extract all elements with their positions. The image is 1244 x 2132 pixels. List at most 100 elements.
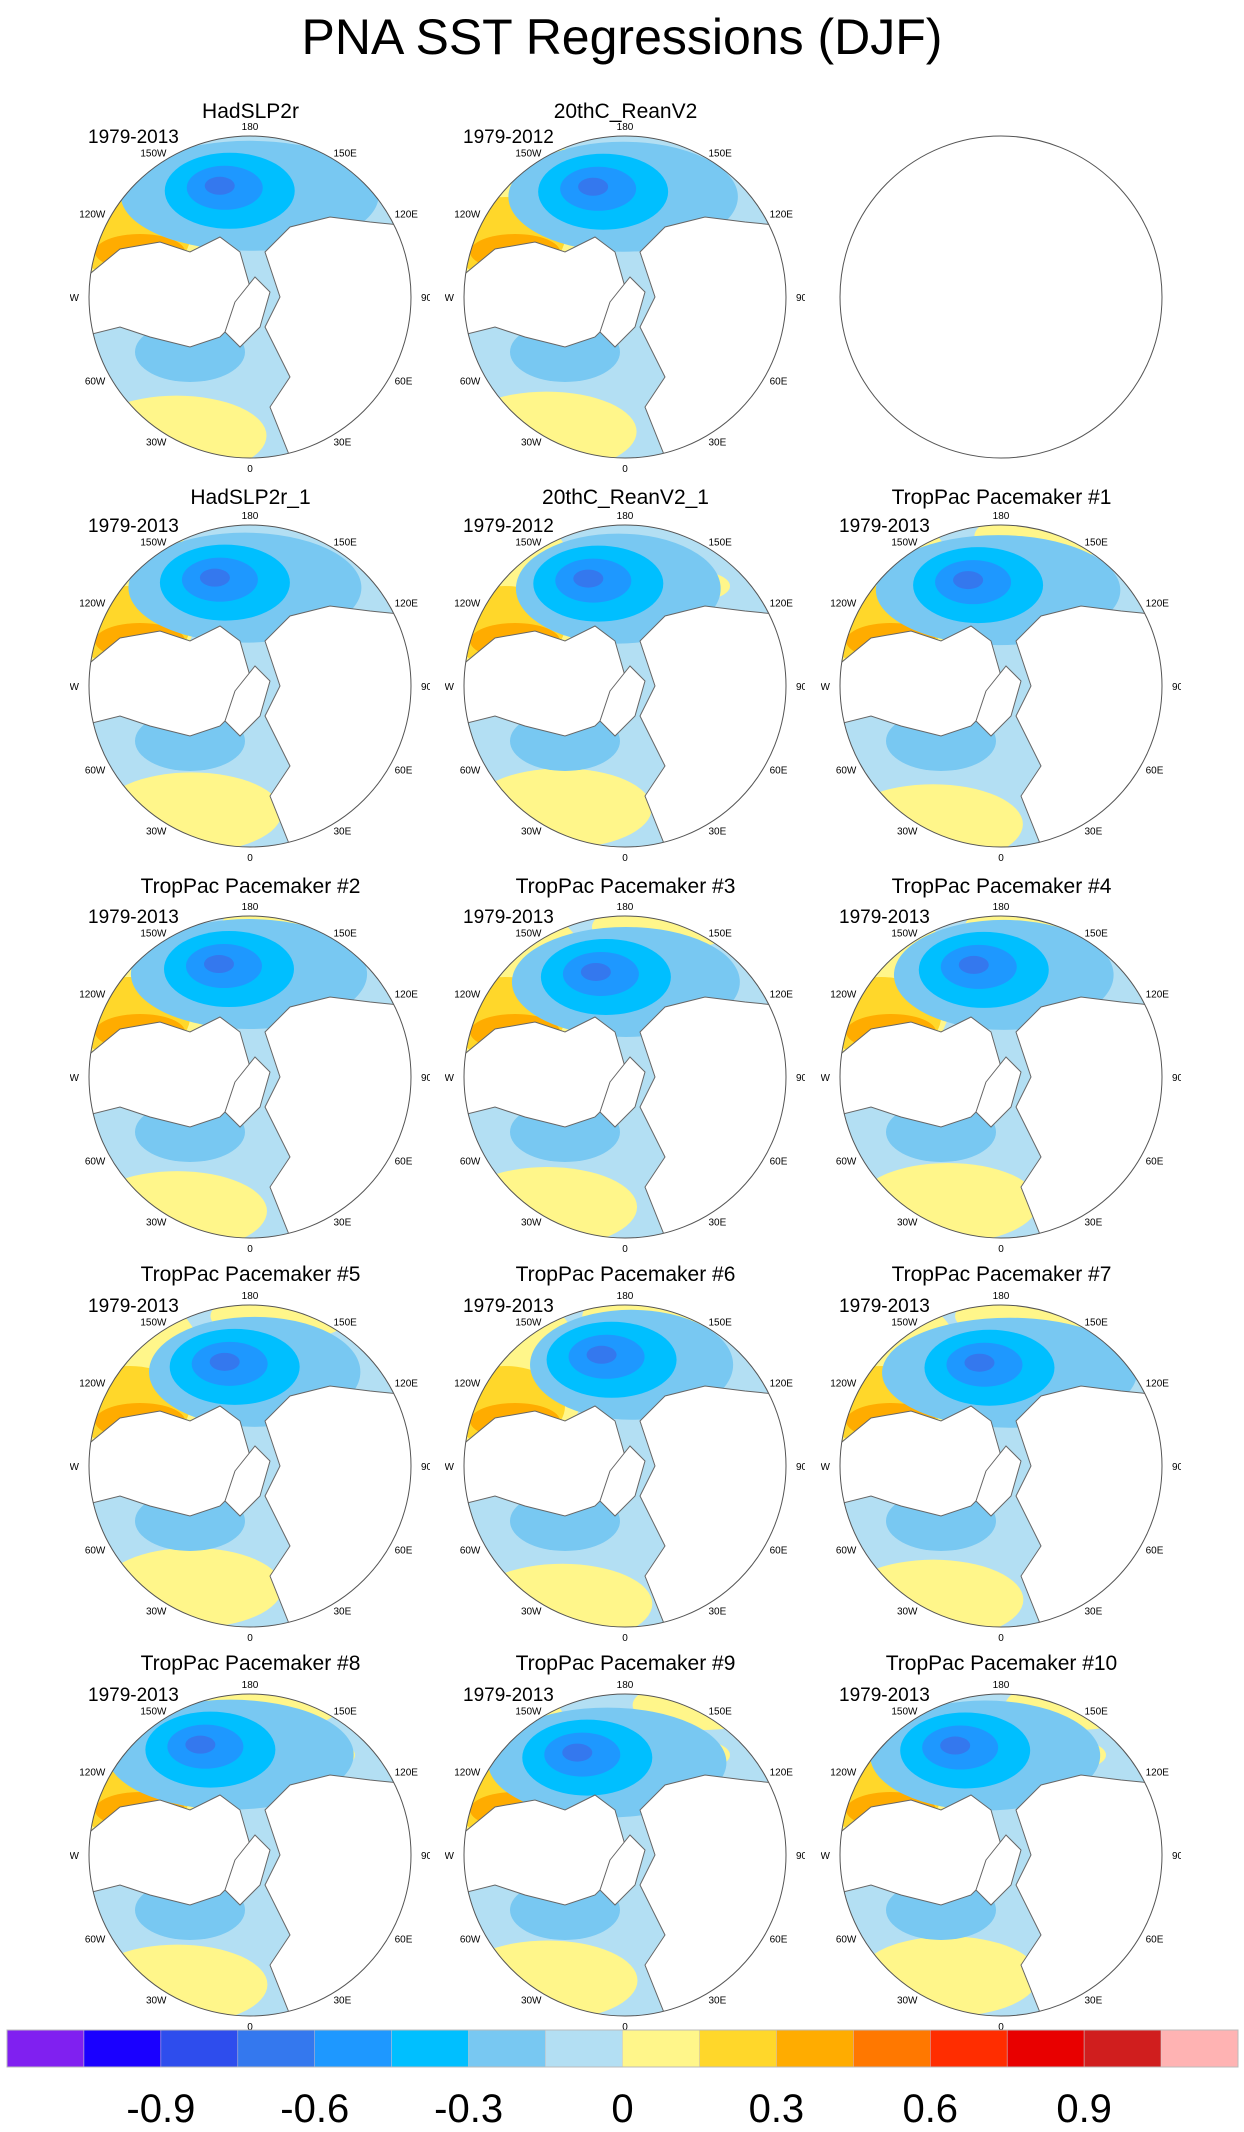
contour-cold [586, 1345, 617, 1364]
map-boundary [463, 135, 787, 459]
longitude-label: 60E [395, 1157, 413, 1168]
polar-map: 180 150E 120E 90E 60E 30E 0 30W 60W 90W 120W 150W [70, 1680, 430, 2033]
map-boundary [463, 1693, 787, 2017]
longitude-label: 60W [836, 1157, 857, 1168]
longitude-label: 150E [334, 148, 358, 159]
longitude-label: 30W [146, 1218, 167, 1229]
panel-title: HadSLP2r [202, 100, 299, 123]
longitude-label: 30E [1085, 1607, 1103, 1618]
longitude-label: 30E [1085, 1218, 1103, 1229]
longitude-label: 120W [830, 1379, 857, 1390]
longitude-label: 90W [70, 293, 80, 304]
longitude-label: 30W [897, 1218, 918, 1229]
sst-field [840, 1305, 1162, 1627]
period-label: 1979-2013 [839, 1296, 930, 1317]
panel-title: TropPac Pacemaker #2 [140, 875, 361, 898]
sst-field [464, 136, 786, 458]
colorbar-tick-label: -0.6 [280, 2087, 350, 2131]
longitude-label: 120W [79, 1768, 106, 1779]
longitude-label: 150W [891, 1706, 918, 1717]
panel-title: TropPac Pacemaker #4 [891, 875, 1112, 898]
period-label: 1979-2013 [88, 516, 179, 537]
polar-map: 180 150E 120E 90E 60E 30E 0 30W 60W 90W 120W 150W [445, 1291, 805, 1644]
longitude-label: 150W [515, 148, 542, 159]
longitude-label: 60W [85, 1546, 106, 1557]
land-greenland [224, 1056, 271, 1128]
longitude-label: 90E [1172, 682, 1181, 693]
colorbar-box [314, 2029, 392, 2068]
map-boundary [463, 1304, 787, 1628]
longitude-label: 120W [830, 1768, 857, 1779]
longitude-label: 60W [85, 1157, 106, 1168]
land-greenland [599, 665, 646, 737]
longitude-label: 0 [247, 1633, 253, 1644]
period-label: 1979-2013 [88, 1296, 179, 1317]
longitude-label: 30E [709, 438, 727, 449]
longitude-label: 180 [617, 1680, 634, 1691]
longitude-label: 150W [515, 928, 542, 939]
longitude-label: 120W [454, 990, 481, 1001]
longitude-label: 180 [242, 902, 259, 913]
map-boundary [839, 135, 1163, 459]
polar-map [839, 135, 1163, 459]
longitude-label: 60W [85, 1935, 106, 1946]
longitude-label: 120E [1146, 1768, 1170, 1779]
longitude-label: 30W [897, 1996, 918, 2007]
panel-title: TropPac Pacemaker #8 [140, 1652, 361, 1675]
longitude-label: 150E [1085, 1317, 1109, 1328]
longitude-label: 90E [796, 682, 805, 693]
contour-cold [204, 176, 235, 195]
period-label: 1979-2013 [839, 907, 930, 928]
longitude-label: 60W [460, 377, 481, 388]
longitude-label: 30W [521, 827, 542, 838]
longitude-label: 150W [140, 1706, 167, 1717]
colorbar-box [930, 2029, 1008, 2068]
longitude-label: 0 [998, 1633, 1004, 1644]
longitude-label: 120E [395, 1768, 419, 1779]
period-label: 1979-2013 [88, 1685, 179, 1706]
colorbar-tick-label: 0 [611, 2087, 634, 2131]
colorbar-box [699, 2029, 777, 2068]
longitude-label: 90W [445, 293, 455, 304]
longitude-label: 150E [709, 1317, 733, 1328]
longitude-label: 120W [79, 210, 106, 221]
longitude-label: 120W [79, 990, 106, 1001]
period-label: 1979-2013 [839, 516, 930, 537]
polar-map: 180 150E 120E 90E 60E 30E 0 30W 60W 90W 120W 150W [445, 1680, 805, 2033]
longitude-label: 150E [709, 148, 733, 159]
longitude-label: 30E [1085, 827, 1103, 838]
longitude-label: 150E [334, 1317, 358, 1328]
longitude-label: 0 [998, 853, 1004, 864]
map-boundary [839, 1304, 1163, 1628]
colorbar-box [545, 2029, 623, 2068]
longitude-label: 150W [140, 537, 167, 548]
longitude-label: 30E [334, 1218, 352, 1229]
longitude-label: 180 [242, 1291, 259, 1302]
longitude-label: 90E [1172, 1462, 1181, 1473]
period-label: 1979-2013 [839, 1685, 930, 1706]
colorbar-box [6, 2029, 85, 2068]
longitude-label: 0 [622, 2022, 628, 2033]
longitude-label: 150W [140, 928, 167, 939]
longitude-label: 120W [454, 1768, 481, 1779]
longitude-label: 150W [891, 928, 918, 939]
polar-map: 180 150E 120E 90E 60E 30E 0 30W 60W 90W 120W 150W [70, 511, 430, 864]
contour-cold [964, 1353, 995, 1372]
longitude-label: 180 [617, 1291, 634, 1302]
longitude-label: 90E [421, 293, 430, 304]
panel-title: TropPac Pacemaker #1 [891, 486, 1112, 509]
figure-title: PNA SST Regressions (DJF) [301, 9, 943, 65]
longitude-label: 90W [445, 1462, 455, 1473]
longitude-label: 180 [242, 1680, 259, 1691]
land-greenland [599, 1445, 646, 1517]
colorbar-box [468, 2029, 546, 2068]
map-boundary [88, 524, 412, 848]
panel-title: TropPac Pacemaker #5 [140, 1263, 361, 1286]
longitude-label: 30E [709, 827, 727, 838]
panel-title: HadSLP2r_1 [190, 486, 311, 509]
longitude-label: 90E [421, 1073, 430, 1084]
longitude-label: 90W [821, 1462, 831, 1473]
panel-title: TropPac Pacemaker #9 [515, 1652, 736, 1675]
longitude-label: 0 [998, 2022, 1004, 2033]
colorbar-box [160, 2029, 239, 2068]
